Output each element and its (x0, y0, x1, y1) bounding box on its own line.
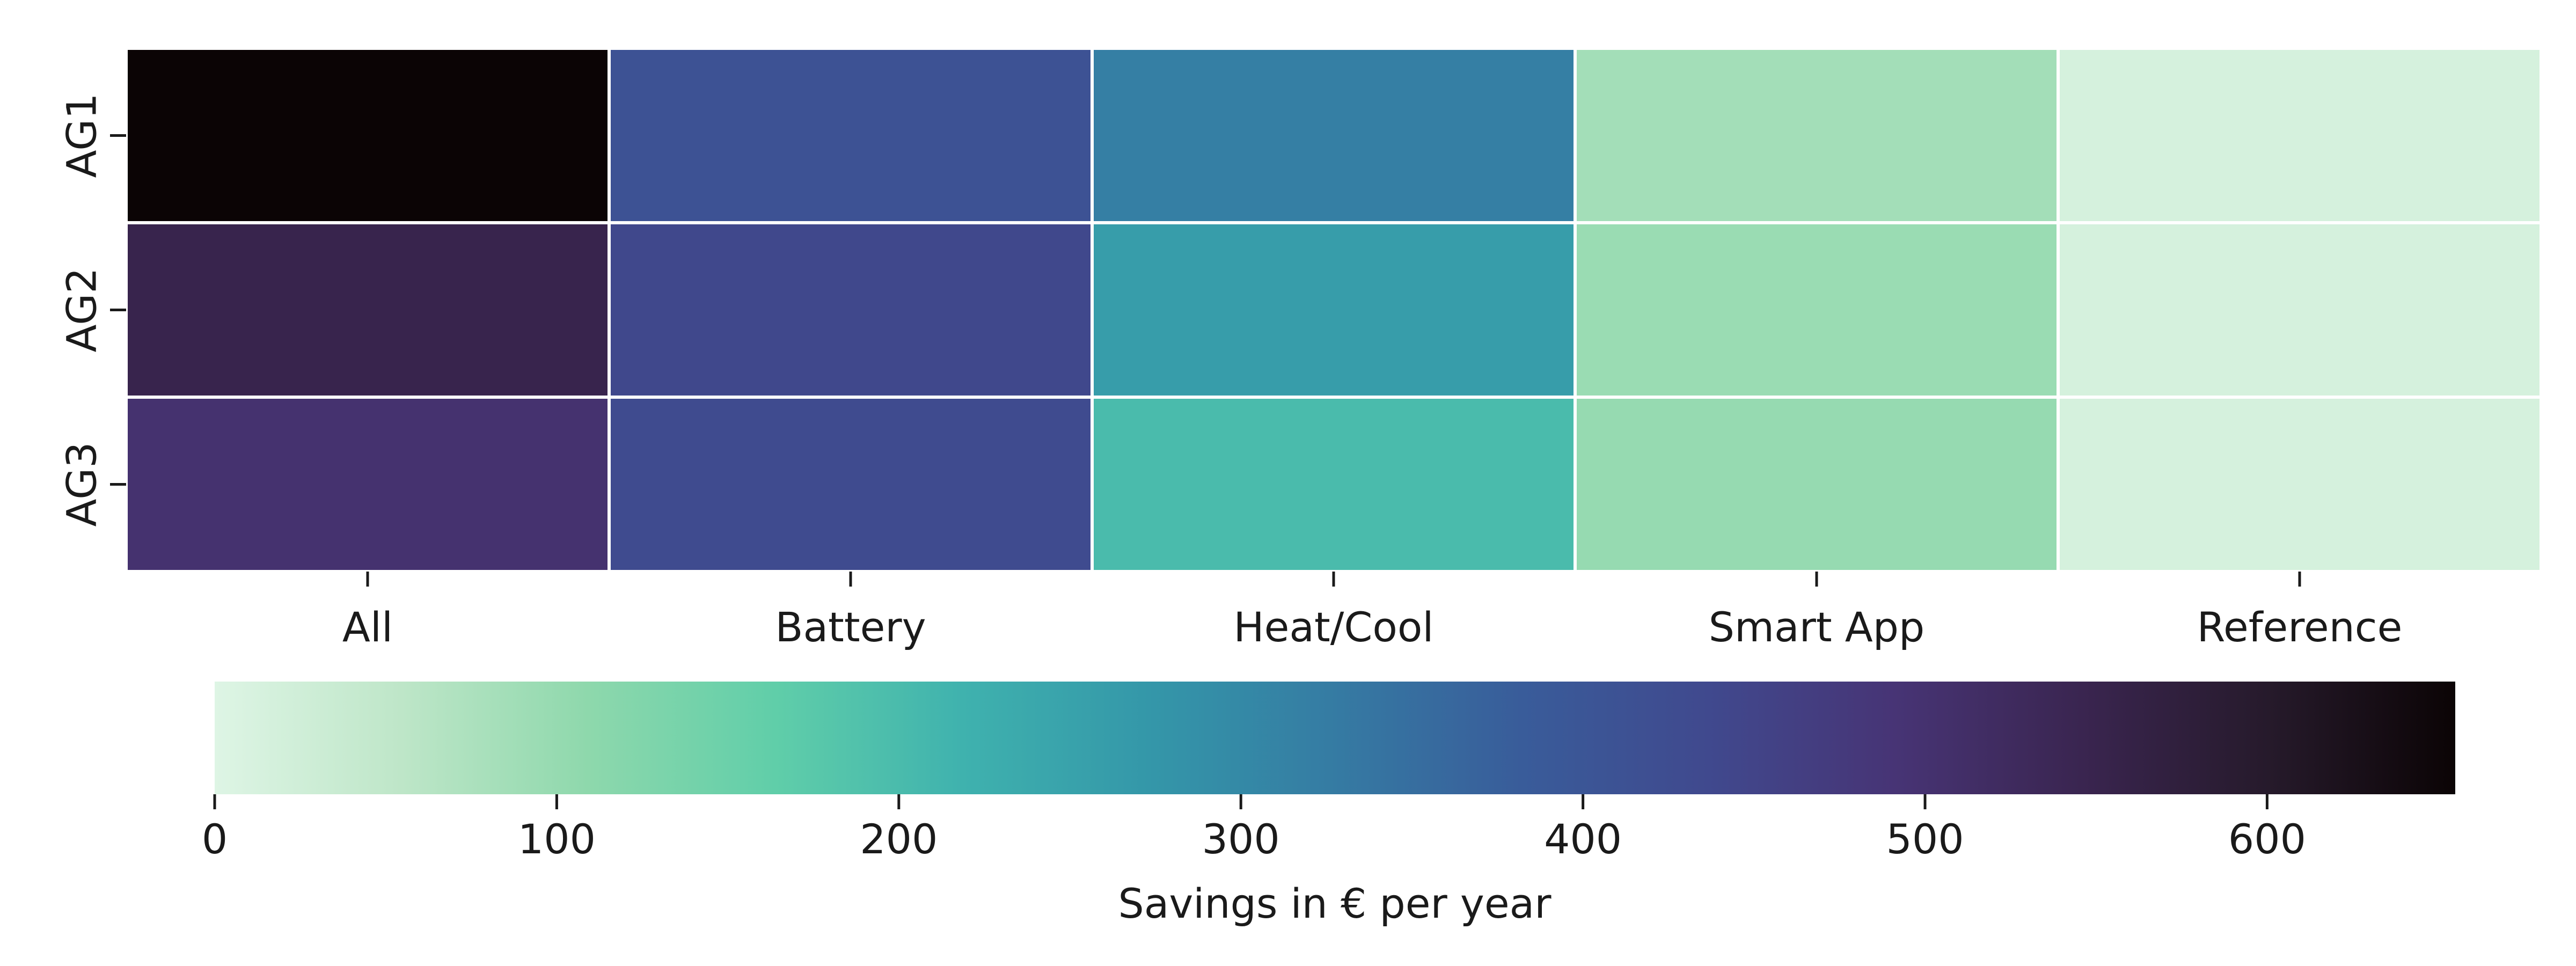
column-label-smart-app: Smart App (1709, 603, 1925, 651)
heatmap-cell-ag1-reference (2057, 47, 2543, 224)
colorbar-axis: 0 100 200 300 400 500 600 (202, 794, 2306, 863)
row-label-ag1: AG1 (58, 93, 106, 178)
colorbar-tick-label: 100 (518, 815, 596, 863)
heatmap-cells (125, 47, 2543, 573)
heatmap-cell-ag1-battery (608, 47, 1094, 224)
colorbar-tick-label: 400 (1544, 815, 1622, 863)
row-label-ag3: AG3 (58, 442, 106, 527)
heatmap-cell-ag1-all (125, 47, 611, 224)
column-label-reference: Reference (2197, 603, 2403, 651)
heatmap-cell-ag3-reference (2057, 396, 2543, 573)
colorbar-tick-label: 300 (1202, 815, 1280, 863)
heatmap-cell-ag1-heat-cool (1091, 47, 1577, 224)
colorbar-label: Savings in € per year (1118, 880, 1552, 927)
heatmap-cell-ag2-battery (608, 221, 1094, 399)
column-label-battery: Battery (775, 603, 926, 651)
colorbar-tick-label: 500 (1886, 815, 1964, 863)
heatmap-cell-ag3-all (125, 396, 611, 573)
colorbar (215, 682, 2455, 794)
heatmap-cell-ag1-smart-app (1574, 47, 2060, 224)
row-axis: AG1 AG2 AG3 (58, 93, 126, 527)
heatmap-cell-ag3-battery (608, 396, 1094, 573)
colorbar-tick-label: 600 (2228, 815, 2306, 863)
colorbar-tick-label: 0 (202, 815, 228, 863)
column-axis: All Battery Heat/Cool Smart App Reference (342, 572, 2402, 651)
heatmap-cell-ag3-smart-app (1574, 396, 2060, 573)
heatmap-cell-ag2-reference (2057, 221, 2543, 399)
colorbar-tick-label: 200 (860, 815, 938, 863)
heatmap-cell-ag2-smart-app (1574, 221, 2060, 399)
heatmap-cell-ag2-heat-cool (1091, 221, 1577, 399)
heatmap-cell-ag3-heat-cool (1091, 396, 1577, 573)
heatmap-cell-ag2-all (125, 221, 611, 399)
column-label-all: All (342, 603, 393, 651)
column-label-heat-cool: Heat/Cool (1233, 603, 1433, 651)
row-label-ag2: AG2 (58, 268, 106, 353)
